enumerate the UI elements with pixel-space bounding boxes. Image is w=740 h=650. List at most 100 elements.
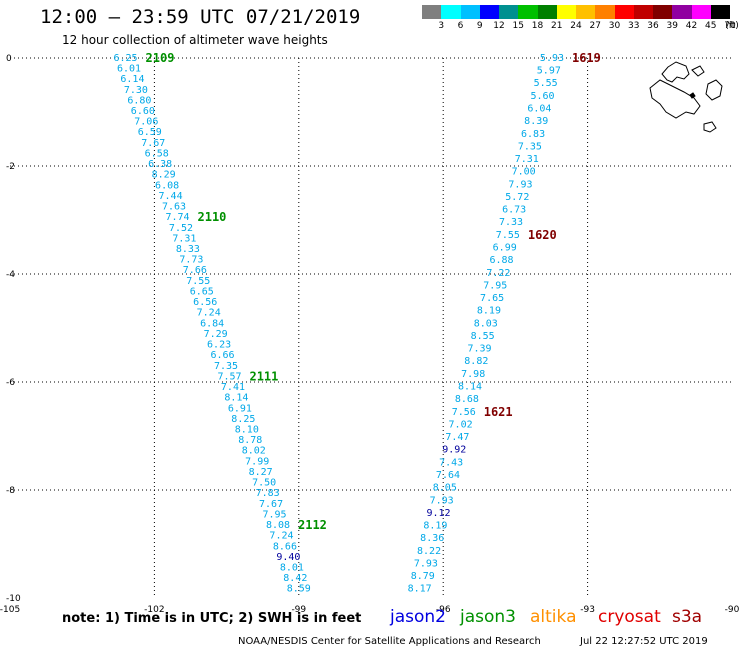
y-tick-label: -6 — [6, 378, 15, 388]
swh-value: 8.14 — [458, 382, 482, 393]
swh-value: 7.39 — [467, 344, 491, 355]
pass-time-label: 2109 — [146, 51, 175, 65]
y-tick-label: -4 — [6, 270, 15, 280]
swh-value: 8.01 — [280, 563, 304, 574]
swh-value: 6.59 — [138, 127, 162, 138]
swh-value: 7.64 — [436, 470, 460, 481]
swh-value: 7.35 — [214, 361, 238, 372]
color-swatch — [460, 5, 480, 19]
color-scale-label: 9 — [476, 21, 483, 31]
swh-value: 7.30 — [124, 85, 148, 96]
swh-value: 5.97 — [537, 66, 561, 77]
units-note: note: 1) Time is in UTC; 2) SWH is in fe… — [62, 611, 362, 626]
pass-time-label: 2112 — [298, 518, 327, 532]
legend-altika: altika — [530, 607, 577, 627]
color-scale-label: 3 — [438, 21, 445, 31]
swh-value: 7.22 — [486, 268, 510, 279]
swh-value: 8.42 — [283, 573, 307, 584]
swh-value: 5.55 — [534, 78, 558, 89]
swh-value: 5.60 — [530, 91, 554, 102]
swh-value: 7.02 — [449, 419, 473, 430]
swh-value: 6.08 — [155, 180, 179, 191]
color-swatch — [441, 5, 461, 19]
galapagos-islands — [649, 61, 723, 133]
swh-value: 7.57 — [217, 371, 241, 382]
swh-value: 8.19 — [423, 521, 447, 532]
swh-value: 7.52 — [169, 223, 193, 234]
x-tick-label: -102 — [144, 605, 164, 615]
legend-jason3: jason3 — [460, 607, 516, 627]
legend-jason2: jason2 — [390, 607, 446, 627]
swh-value: 7.67 — [141, 138, 165, 149]
swh-value: 7.66 — [183, 265, 207, 276]
swh-value: 6.83 — [521, 129, 545, 140]
color-scale-label: 36 — [647, 21, 659, 31]
swh-value: 7.50 — [252, 478, 276, 489]
color-swatch — [691, 5, 711, 19]
swh-value: 7.33 — [499, 217, 523, 228]
pass-time-label: 2111 — [249, 369, 278, 383]
swh-value: 7.43 — [439, 457, 463, 468]
swh-value: 7.93 — [430, 495, 454, 506]
swh-value: 5.93 — [540, 53, 564, 64]
color-scale-label: 6 — [457, 21, 464, 31]
color-scale-label: 12 — [493, 21, 505, 31]
x-tick-label: -99 — [291, 605, 306, 615]
color-scale-label: 70 — [724, 21, 736, 31]
swh-value: 8.59 — [287, 584, 311, 595]
y-tick-label: 0 — [6, 54, 12, 64]
color-scale-unit: (ft) — [725, 21, 739, 31]
swh-value: 6.04 — [527, 103, 551, 114]
swh-value: 8.19 — [477, 306, 501, 317]
swh-value: 8.27 — [249, 467, 273, 478]
swh-value: 8.05 — [433, 483, 457, 494]
color-swatch — [537, 5, 557, 19]
swh-value: 7.47 — [445, 432, 469, 443]
x-tick-label: -90 — [725, 605, 740, 615]
swh-value: 8.14 — [224, 393, 248, 404]
color-swatch — [595, 5, 615, 19]
swh-value: 8.03 — [474, 318, 498, 329]
color-scale-label: 30 — [608, 21, 621, 31]
swh-value: 8.10 — [235, 424, 259, 435]
color-swatch — [672, 5, 692, 19]
swh-value: 6.38 — [148, 159, 172, 170]
swh-value: 7.93 — [414, 558, 438, 569]
y-tick-label: -10 — [6, 594, 21, 604]
swh-value: 8.02 — [242, 446, 266, 457]
swh-value: 7.29 — [204, 329, 228, 340]
swh-value: 7.73 — [179, 255, 203, 266]
swh-value: 8.08 — [266, 520, 290, 531]
swh-value: 6.91 — [228, 403, 252, 414]
swh-value: 6.60 — [131, 106, 155, 117]
axis-tick-labels: -105 -102 -99 -96 -93 -90 0 -2 -4 -6 -8 -10 — [0, 54, 740, 615]
swh-value: 9.40 — [276, 552, 300, 563]
map-grid — [10, 57, 732, 598]
swh-value: 7.55 — [186, 276, 210, 287]
legend-s3a: s3a — [672, 607, 703, 627]
pass-time-label: 1619 — [572, 51, 601, 65]
swh-value: 7.93 — [508, 179, 532, 190]
swh-value: 7.67 — [259, 499, 283, 510]
page-title: 12:00 — 23:59 UTC 07/21/2019 — [40, 6, 361, 28]
y-tick-label: -8 — [6, 486, 15, 496]
swh-value: 7.24 — [197, 308, 221, 319]
color-scale-label: 24 — [570, 21, 582, 31]
swh-value: 7.44 — [159, 191, 183, 202]
swh-value: 7.65 — [480, 293, 504, 304]
satellite-tracks: 6.25 21096.016.147.306.806.607.066.597.67… — [113, 51, 600, 595]
swh-value: 8.55 — [471, 331, 495, 342]
color-swatch — [576, 5, 596, 19]
swh-value: 6.80 — [127, 95, 151, 106]
swh-value: 6.58 — [145, 148, 169, 159]
swh-value: 6.14 — [120, 74, 144, 85]
swh-value: 5.72 — [505, 192, 529, 203]
swh-value: 8.29 — [152, 170, 176, 181]
swh-value: 7.56 — [452, 407, 476, 418]
swh-value: 6.23 — [207, 340, 231, 351]
swh-value: 7.74 — [165, 212, 189, 223]
swh-value: 7.31 — [515, 154, 539, 165]
swh-value: 7.06 — [134, 117, 158, 128]
swh-value: 7.63 — [162, 202, 186, 213]
